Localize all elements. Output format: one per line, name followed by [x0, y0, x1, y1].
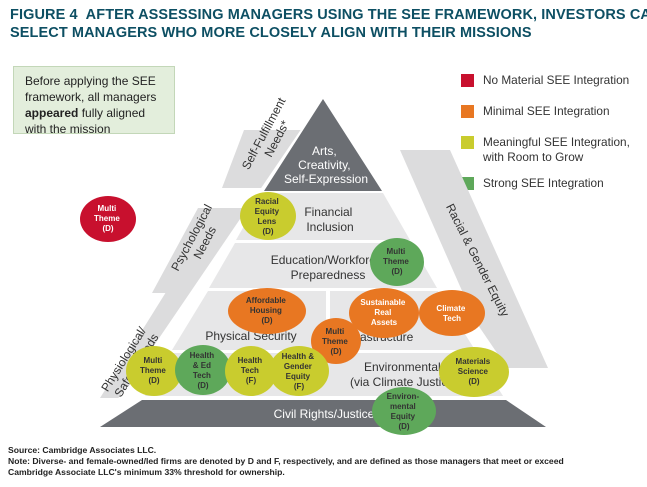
- circle-multi-theme-orange: Multi Theme (D): [311, 318, 361, 364]
- circle-health-tech: Health Tech (F): [225, 346, 277, 396]
- figure-label: FIGURE 4: [10, 7, 78, 23]
- circle-health-ed-tech: Health & Ed Tech (D): [175, 345, 231, 395]
- legend-label-strong: Strong SEE Integration: [483, 176, 604, 190]
- circle-affordable-housing: Affordable Housing (D): [228, 288, 306, 334]
- apex-label: Arts, Creativity, Self-Expression: [284, 144, 368, 186]
- svg-text:Multi Theme (D): Multi Theme (D): [383, 247, 411, 276]
- circle-racial-equity-lens: Racial Equity Lens (D): [240, 192, 296, 240]
- circle-environmental-equity: Environ- mental Equity (D): [372, 387, 436, 435]
- note-text-after: fully aligned with the mission: [25, 106, 146, 136]
- note-box: Before applying the SEE framework, all m…: [13, 66, 175, 136]
- svg-text:Materials Science: Materials Science (D): [456, 357, 493, 386]
- svg-text:Affordable Housing: Affordable Housing (D): [246, 296, 288, 325]
- circle-materials-science: Materials Science (D): [439, 347, 509, 397]
- legend-label-none: No Material SEE Integration: [483, 73, 630, 87]
- legend-swatch-red: [461, 74, 474, 87]
- figure-title: FIGURE 4 AFTER ASSESSING MANAGERS USING T…: [10, 6, 647, 42]
- education-label: Education/Workforce Preparedness: [271, 253, 386, 282]
- svg-text:Multi Theme (D): Multi Theme (D): [322, 327, 350, 356]
- source-line: Source: Cambridge Associates LLC.: [8, 445, 157, 455]
- svg-text:Climate Tech: Climate Tech: [436, 304, 467, 323]
- legend-label-meaningful: Meaningful SEE Integration, with Room to…: [483, 135, 630, 164]
- circle-climate-tech: Climate Tech: [419, 290, 485, 336]
- circle-multi-theme-green: Multi Theme (D): [370, 238, 424, 286]
- svg-text:Racial Equity Lens: Racial Equity Lens (D): [255, 197, 282, 236]
- note-emphasis: appeared: [25, 106, 79, 120]
- svg-text:Sustainable Real A: Sustainable Real Assets: [360, 298, 407, 327]
- circle-multi-theme-red: Multi Theme (D): [80, 196, 136, 242]
- legend-swatch-orange: [461, 105, 474, 118]
- legend-label-minimal: Minimal SEE Integration: [483, 104, 610, 118]
- circle-health-gender-equity: Health & Gender Equity (F): [269, 346, 329, 396]
- financial-inclusion-label: Financial Inclusion: [304, 205, 355, 234]
- svg-text:Multi Theme (D): Multi Theme (D): [140, 356, 168, 385]
- right-equity-arrow: [400, 150, 548, 368]
- legend-swatch-yellow: [461, 136, 474, 149]
- svg-text:Multi Theme (D): Multi Theme (D): [94, 204, 122, 233]
- svg-text:Health Tech (F): Health Tech (F): [238, 356, 265, 385]
- circle-multi-theme-yellow: Multi Theme (D): [126, 346, 182, 396]
- svg-text:Health & Gender Eq: Health & Gender Equity (F): [282, 352, 317, 391]
- note-text-before: Before applying the SEE framework, all m…: [25, 74, 157, 104]
- note-line-1: Note: Diverse- and female-owned/led firm…: [8, 456, 564, 466]
- svg-text:Environ- mental Eq: Environ- mental Equity (D): [387, 392, 422, 431]
- circle-sustainable-real-assets: Sustainable Real Assets: [349, 288, 419, 338]
- title-line-2: SELECT MANAGERS WHO MORE CLOSELY ALIGN W…: [10, 25, 532, 41]
- svg-text:Health & Ed Tech: Health & Ed Tech (D): [190, 351, 217, 390]
- environmental-label: Environmental (via Climate Justice): [350, 360, 458, 389]
- civil-rights-label: Civil Rights/Justice: [274, 407, 375, 421]
- band-apex: [264, 99, 382, 191]
- title-line-1: AFTER ASSESSING MANAGERS USING THE SEE F…: [85, 7, 647, 23]
- note-line-2: Cambridge Associate LLC's minimum 33% th…: [8, 467, 285, 477]
